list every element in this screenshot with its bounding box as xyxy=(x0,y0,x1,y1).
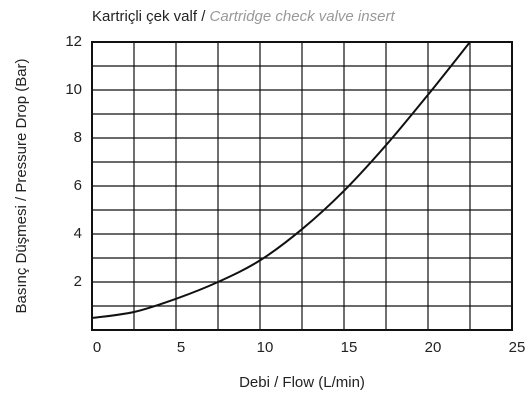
y-tick-label: 8 xyxy=(74,129,82,146)
x-axis-label: Debi / Flow (L/min) xyxy=(239,374,365,391)
x-tick-label: 20 xyxy=(425,339,442,356)
y-axis-label: Basınç Düşmesi / Pressure Drop (Bar) xyxy=(13,58,30,313)
title-en: Cartridge check valve insert xyxy=(210,8,396,25)
y-tick-label: 4 xyxy=(74,225,82,242)
y-tick-label: 12 xyxy=(65,33,82,50)
line-series xyxy=(91,41,471,319)
y-tick-label: 10 xyxy=(65,81,82,98)
chart-title: Kartriçli çek valf / Cartridge check val… xyxy=(92,8,395,25)
x-tick-label: 5 xyxy=(177,339,185,356)
x-tick-label: 25 xyxy=(509,339,526,356)
y-tick-label: 2 xyxy=(74,273,82,290)
x-tick-label: 10 xyxy=(257,339,274,356)
x-tick-label: 0 xyxy=(93,339,101,356)
title-tr: Kartriçli çek valf / xyxy=(92,8,210,25)
y-tick-label: 6 xyxy=(74,177,82,194)
x-tick-label: 15 xyxy=(341,339,358,356)
plot-frame xyxy=(91,41,513,331)
